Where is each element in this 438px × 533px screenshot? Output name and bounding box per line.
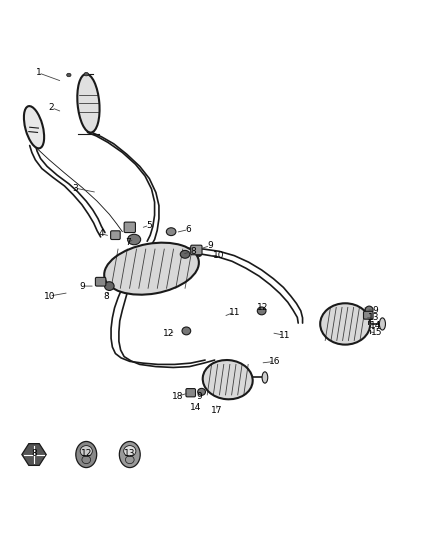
Ellipse shape xyxy=(84,72,88,76)
Text: 7: 7 xyxy=(125,238,131,247)
Text: 11: 11 xyxy=(279,331,290,340)
Ellipse shape xyxy=(320,303,370,345)
Ellipse shape xyxy=(257,307,266,315)
Ellipse shape xyxy=(67,73,71,77)
FancyBboxPatch shape xyxy=(124,222,135,232)
Text: 2: 2 xyxy=(49,103,54,112)
Ellipse shape xyxy=(80,446,92,456)
Text: 16: 16 xyxy=(269,357,280,366)
Text: 17: 17 xyxy=(211,407,223,416)
Polygon shape xyxy=(22,443,46,465)
FancyBboxPatch shape xyxy=(186,389,195,397)
Text: 12: 12 xyxy=(81,449,92,458)
Ellipse shape xyxy=(166,228,176,236)
Ellipse shape xyxy=(124,446,136,456)
Text: 15: 15 xyxy=(371,328,382,337)
Text: 5: 5 xyxy=(146,221,152,230)
Text: 12: 12 xyxy=(257,303,268,312)
Text: 13: 13 xyxy=(368,313,379,322)
Text: 10: 10 xyxy=(213,251,225,260)
Text: 8: 8 xyxy=(190,247,196,256)
Ellipse shape xyxy=(198,389,205,395)
Text: 10: 10 xyxy=(43,292,55,301)
Text: 6: 6 xyxy=(186,225,191,234)
Ellipse shape xyxy=(76,441,97,467)
Ellipse shape xyxy=(379,318,385,330)
Ellipse shape xyxy=(104,243,199,295)
Text: 9: 9 xyxy=(197,392,202,401)
Text: 9: 9 xyxy=(208,241,213,250)
Text: 14: 14 xyxy=(190,403,201,413)
Ellipse shape xyxy=(365,306,373,314)
Ellipse shape xyxy=(182,327,191,335)
Ellipse shape xyxy=(203,360,253,399)
Ellipse shape xyxy=(119,441,140,467)
Ellipse shape xyxy=(24,106,44,148)
FancyBboxPatch shape xyxy=(364,311,373,319)
Ellipse shape xyxy=(127,235,141,245)
Text: 9: 9 xyxy=(372,305,378,314)
Text: 13: 13 xyxy=(124,449,135,458)
FancyBboxPatch shape xyxy=(95,277,106,286)
Text: 1: 1 xyxy=(35,68,41,77)
FancyBboxPatch shape xyxy=(111,231,120,239)
Ellipse shape xyxy=(262,372,268,383)
Text: 12: 12 xyxy=(163,329,175,338)
Text: 8: 8 xyxy=(31,449,37,458)
Text: 11: 11 xyxy=(229,308,240,317)
Text: 9: 9 xyxy=(79,281,85,290)
Ellipse shape xyxy=(105,282,114,290)
Text: 3: 3 xyxy=(73,184,78,192)
Text: 18: 18 xyxy=(172,392,184,401)
Text: 8: 8 xyxy=(103,292,109,301)
Text: 14: 14 xyxy=(370,321,381,330)
FancyBboxPatch shape xyxy=(191,245,202,255)
Text: 4: 4 xyxy=(99,229,104,238)
Ellipse shape xyxy=(77,74,99,133)
Ellipse shape xyxy=(180,251,190,258)
